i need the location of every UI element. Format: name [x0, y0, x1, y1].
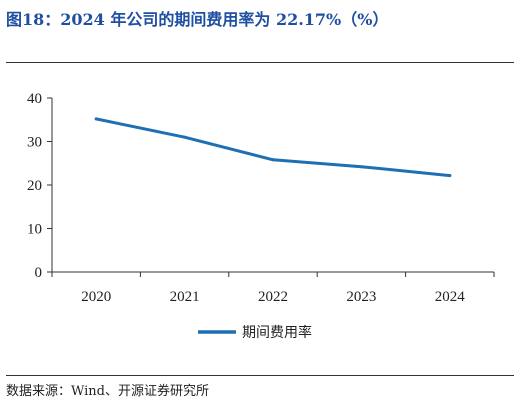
data-point — [183, 135, 187, 139]
data-point — [359, 165, 363, 169]
x-tick-label: 2020 — [81, 289, 111, 305]
y-tick-label: 30 — [27, 135, 42, 151]
y-tick-label: 10 — [27, 222, 42, 238]
x-tick-label: 2021 — [170, 289, 200, 305]
data-point — [94, 117, 98, 121]
series-layer — [94, 117, 452, 178]
top-divider — [6, 62, 514, 63]
y-ticks: 0 10 20 30 40 — [27, 91, 52, 281]
legend: 期间费用率 — [198, 324, 312, 341]
legend-label: 期间费用率 — [242, 324, 312, 341]
bottom-divider — [6, 375, 514, 376]
x-tick-label: 2022 — [258, 289, 288, 305]
series-line — [94, 117, 452, 178]
chart-title: 图18：2024 年公司的期间费用率为 22.17%（%） — [6, 10, 389, 29]
x-ticks: 2020 2021 2022 2023 2024 — [51, 272, 495, 305]
x-tick-label: 2023 — [346, 289, 376, 305]
source-note: 数据来源：Wind、开源证券研究所 — [6, 384, 209, 399]
data-point — [271, 158, 275, 162]
y-tick-label: 40 — [27, 91, 42, 107]
y-tick-label: 20 — [27, 178, 42, 194]
x-tick-label: 2024 — [435, 289, 466, 305]
data-point — [448, 174, 452, 178]
y-tick-label: 0 — [35, 265, 43, 281]
